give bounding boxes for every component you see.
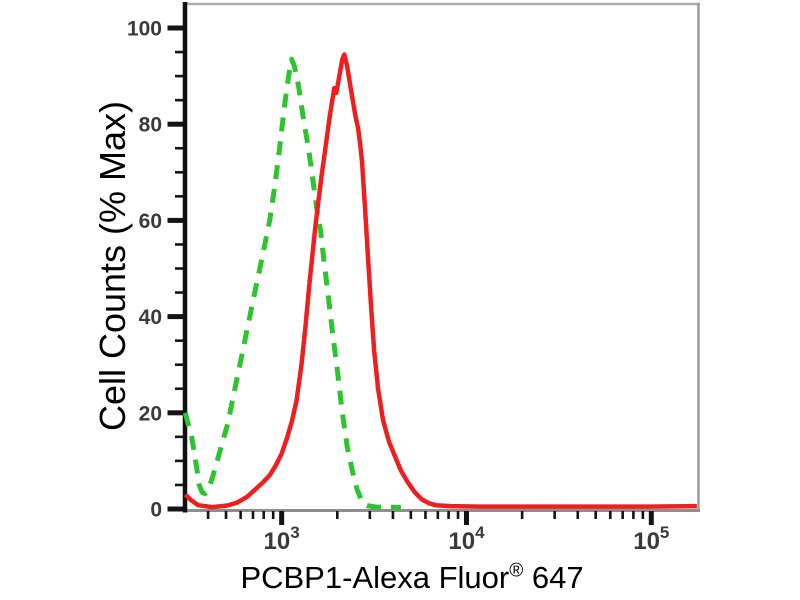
- plot-frame: [182, 2, 700, 513]
- x-axis-title-main: PCBP1-Alexa Fluor: [240, 560, 510, 595]
- x-tick-label: 103: [264, 523, 300, 555]
- x-axis-title-suffix: 647: [523, 560, 584, 595]
- y-tick-label: 20: [139, 402, 162, 425]
- registered-trademark-icon: ®: [509, 560, 524, 582]
- y-tick-label: 60: [139, 210, 162, 233]
- x-tick-label: 104: [448, 523, 485, 555]
- y-tick-label: 80: [139, 114, 162, 137]
- series-curves: [182, 52, 697, 511]
- y-axis-tick-labels: 0 20 40 60 80 100: [127, 18, 162, 522]
- y-tick-label: 40: [139, 306, 162, 329]
- y-axis-title: Cell Counts (% Max): [92, 100, 133, 432]
- x-axis-title: PCBP1-Alexa Fluor® 647: [240, 560, 583, 596]
- y-axis-ticks: [167, 25, 184, 512]
- x-tick-label: 105: [633, 523, 669, 555]
- y-tick-label: 100: [127, 18, 162, 41]
- series-red-solid: [183, 52, 697, 510]
- x-axis-ticks: [206, 511, 654, 525]
- y-tick-label: 0: [150, 499, 162, 522]
- x-axis-tick-labels: 103 104 105: [264, 523, 670, 555]
